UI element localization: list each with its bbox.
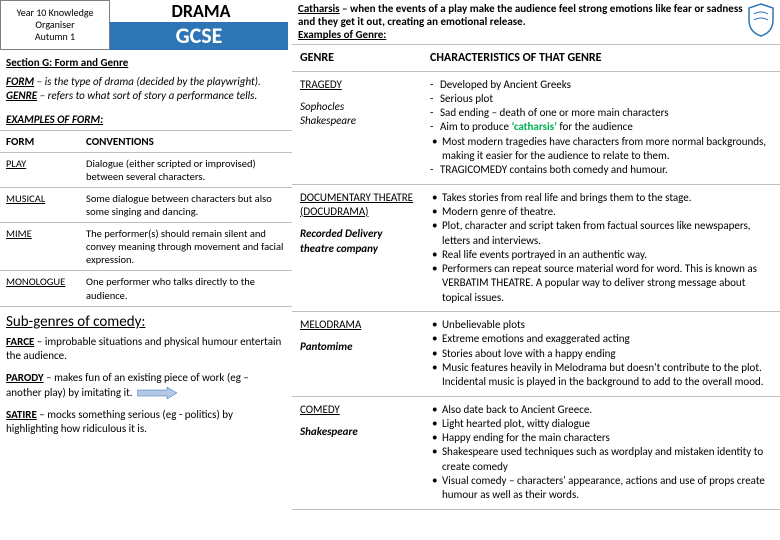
form-genre-definitions: FORM – is the type of drama (decided by … [0, 73, 292, 109]
examples-of-form-title: EXAMPLES OF FORM: [0, 109, 292, 130]
parody-label: PARODY [6, 371, 44, 384]
form-col-2: CONVENTIONS [80, 130, 292, 152]
list-item: Modern genre of theatre. [430, 205, 772, 219]
table-row: DOCUMENTARY THEATRE (DOCUDRAMA) Recorded… [292, 184, 780, 311]
list-item: Happy ending for the main characters [430, 431, 772, 445]
genre-sub: Pantomime [300, 340, 414, 354]
genre-label: GENRE [6, 89, 37, 102]
table-row: COMEDY Shakespeare Also date back to Anc… [292, 396, 780, 509]
meta-line-3: Autumn 1 [6, 31, 104, 43]
list-item: Sad ending – death of one or more main c… [430, 106, 772, 120]
table-row: PLAYDialogue (either scripted or improvi… [0, 152, 292, 187]
farce-label: FARCE [6, 335, 34, 348]
list-item: Visual comedy – characters' appearance, … [430, 474, 772, 503]
form-def: – is the type of drama (decided by the p… [34, 75, 261, 88]
list-item: Aim to produce ‘catharsis’ for the audie… [430, 120, 772, 134]
list-item: Takes stories from real life and brings … [430, 191, 772, 205]
subject-title: DRAMA [110, 0, 292, 22]
list-item: Light hearted plot, witty dialogue [430, 417, 772, 431]
genre-name: COMEDY [300, 403, 414, 417]
genre-chars: Developed by Ancient GreeksSerious plotS… [422, 71, 780, 184]
genre-sub: Shakespeare [300, 425, 414, 439]
header-meta: Year 10 Knowledge Organiser Autumn 1 [0, 0, 110, 50]
table-row: MELODRAMA Pantomime Unbelievable plotsEx… [292, 312, 780, 396]
list-item: Plot, character and script taken from fa… [430, 219, 772, 248]
satire-label: SATIRE [6, 408, 37, 421]
list-item: Also date back to Ancient Greece. [430, 403, 772, 417]
level-badge: GCSE [110, 22, 292, 50]
form-table: FORM CONVENTIONS PLAYDialogue (either sc… [0, 130, 292, 307]
table-row: MONOLOGUEOne performer who talks directl… [0, 271, 292, 306]
list-item: Shakespeare used techniques such as word… [430, 445, 772, 474]
satire-text: – mocks something serious (eg - politics… [6, 408, 233, 435]
farce-text: – improbable situations and physical hum… [6, 335, 281, 362]
subgenre-body: FARCE – improbable situations and physic… [0, 333, 292, 451]
subgenre-title: Sub-genres of comedy: [0, 307, 292, 333]
list-item: Developed by Ancient Greeks [430, 78, 772, 92]
genre-table: GENRE CHARACTERISTICS OF THAT GENRE TRAG… [292, 44, 780, 510]
form-label: FORM [6, 75, 34, 88]
list-item: Performers can repeat source material wo… [430, 262, 772, 305]
genre-name: TRAGEDY [300, 78, 414, 92]
list-item: Real life events portrayed in an authent… [430, 248, 772, 262]
list-item: Serious plot [430, 92, 772, 106]
genre-chars: Takes stories from real life and brings … [422, 184, 780, 311]
table-row: MUSICALSome dialogue between characters … [0, 187, 292, 222]
genre-name: MELODRAMA [300, 318, 414, 332]
genre-col-1: GENRE [292, 44, 422, 71]
genre-chars: Unbelievable plotsExtreme emotions and e… [422, 312, 780, 396]
list-item: Stories about love with a happy ending [430, 347, 772, 361]
list-item: TRAGICOMEDY contains both comedy and hum… [430, 163, 772, 177]
list-item: Music features heavily in Melodrama but … [430, 361, 772, 390]
genre-chars: Also date back to Ancient Greece.Light h… [422, 396, 780, 509]
table-row: TRAGEDY Sophocles Shakespeare Developed … [292, 71, 780, 184]
list-item: Extreme emotions and exaggerated acting [430, 332, 772, 346]
list-item: Most modern tragedies have characters fr… [430, 135, 772, 164]
catharsis-banner: Catharsis – when the events of a play ma… [292, 0, 780, 44]
shield-icon [746, 2, 776, 38]
genre-sub: Sophocles Shakespeare [300, 100, 414, 129]
genre-sub: Recorded Delivery theatre company [300, 227, 414, 256]
genre-name: DOCUMENTARY THEATRE (DOCUDRAMA) [300, 191, 414, 220]
table-row: MIMEThe performer(s) should remain silen… [0, 223, 292, 271]
catharsis-text: – when the events of a play make the aud… [298, 2, 743, 28]
examples-of-genre-label: Examples of Genre: [298, 28, 386, 41]
list-item: Unbelievable plots [430, 318, 772, 332]
section-g-title: Section G: Form and Genre [0, 50, 292, 73]
arrow-icon [137, 387, 177, 399]
genre-def: – refers to what sort of story a perform… [37, 89, 257, 102]
form-col-1: FORM [0, 130, 80, 152]
genre-col-2: CHARACTERISTICS OF THAT GENRE [422, 44, 780, 71]
catharsis-label: Catharsis [298, 2, 340, 15]
